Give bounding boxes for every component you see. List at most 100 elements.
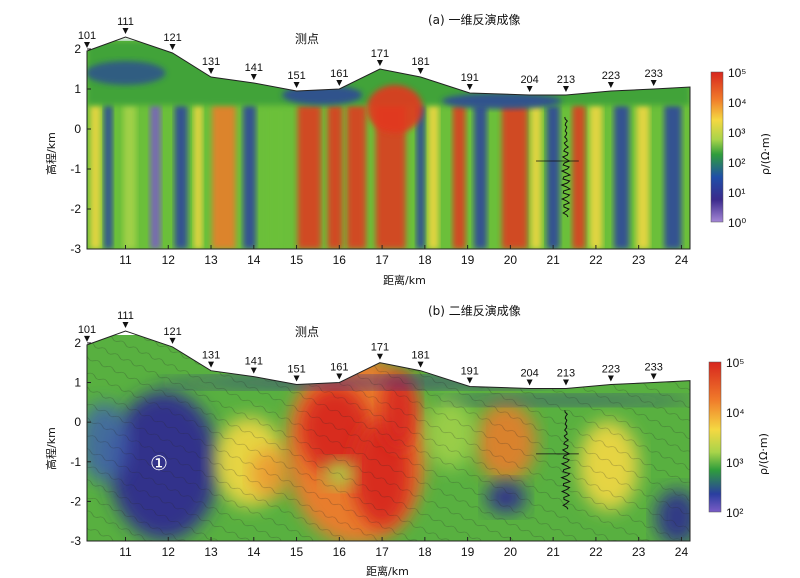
panel-b-stations: 101 111 121 131 141 151 161 171 181 191 204 213 223 2… (78, 310, 663, 386)
resistivity-band (346, 105, 367, 249)
x-tick-label: 15 (290, 253, 304, 267)
station-label: 204 (520, 367, 538, 379)
station-marker (84, 335, 90, 342)
station-label: 191 (461, 366, 479, 378)
station-marker (336, 373, 343, 380)
x-tick-label: 19 (461, 253, 475, 267)
x-tick-label: 13 (204, 253, 218, 267)
y-tick-label: 1 (74, 82, 81, 96)
station-marker (526, 379, 533, 386)
contour-overlay (87, 335, 690, 541)
resistivity-band (174, 105, 188, 249)
station-label: 161 (330, 68, 348, 80)
x-tick-label: 18 (418, 253, 432, 267)
x-tick-label: 16 (333, 545, 347, 559)
y-tick-label: 1 (74, 376, 81, 390)
x-tick-label: 19 (461, 545, 475, 559)
resistivity-band (90, 105, 101, 249)
panel-b-y-axis: 2 1 0 -1 -2 -3 (70, 336, 91, 548)
panel-b-frame (86, 330, 691, 542)
panel-b-title: (b) 二维反演成像 (428, 303, 521, 318)
panel-a-ylabel: 高程/km (44, 132, 58, 175)
x-tick-label: 17 (375, 253, 389, 267)
x-tick-label: 22 (589, 253, 603, 267)
resistivity-band (428, 105, 439, 249)
panel-a-resistivity-image (87, 41, 690, 249)
resistivity-band (546, 105, 560, 249)
x-tick-label: 21 (546, 253, 560, 267)
station-label: 171 (371, 342, 389, 354)
panel-a-y-axis: 2 1 0 -1 -2 -3 (70, 42, 91, 256)
panel-b-colorbar-ticks: 10⁵ 10⁴ 10³ 10² (726, 356, 745, 520)
station-marker (336, 80, 343, 86)
resistivity-blob (87, 61, 166, 85)
colorbar-tick-label: 10⁰ (728, 216, 746, 230)
station-marker (607, 375, 614, 382)
resistivity-band (416, 105, 425, 249)
station-marker (122, 322, 129, 329)
y-tick-label: -1 (70, 455, 81, 469)
station-label: 151 (287, 364, 305, 376)
station-marker (208, 68, 215, 74)
colorbar-tick-label: 10² (728, 156, 745, 170)
panel-b-annotation-1: ① (150, 451, 168, 475)
station-label: 111 (117, 16, 134, 28)
x-tick-label: 15 (290, 545, 304, 559)
y-tick-label: -2 (70, 494, 81, 508)
resistivity-blob (282, 85, 363, 105)
colorbar-tick-label: 10⁵ (726, 356, 744, 370)
x-tick-label: 14 (247, 253, 261, 267)
station-label: 223 (602, 364, 620, 376)
station-marker (526, 86, 533, 92)
resistivity-band (614, 105, 630, 249)
station-label: 213 (557, 367, 575, 379)
panel-a-colorbar-ticks: 10⁵ 10⁴ 10³ 10² 10¹ 10⁰ (728, 66, 747, 230)
resistivity-band (636, 105, 650, 249)
resistivity-band (327, 105, 343, 249)
resistivity-band (664, 105, 682, 249)
x-tick-label: 16 (333, 253, 347, 267)
station-label: 141 (245, 356, 263, 368)
resistivity-band (452, 105, 466, 249)
station-marker (466, 377, 473, 384)
well-log-curve (560, 116, 572, 218)
station-label: 204 (520, 74, 538, 86)
y-tick-label: -2 (70, 202, 81, 216)
panel-a-x-axis: 11 12 13 14 15 16 17 18 19 20 21 22 23 24 (119, 245, 688, 267)
colorbar-tick-label: 10¹ (728, 186, 745, 200)
y-tick-label: 2 (74, 42, 81, 56)
y-tick-label: -3 (70, 534, 81, 548)
y-tick-label: -3 (70, 242, 81, 256)
resistivity-band (193, 105, 203, 249)
colorbar-tick-label: 10² (726, 506, 743, 520)
station-marker (84, 42, 90, 48)
x-tick-label: 11 (119, 253, 132, 267)
panel-b-x-axis: 11 12 13 14 15 16 17 18 19 20 21 22 23 24 (119, 537, 688, 559)
station-label: 151 (287, 70, 305, 82)
station-marker (650, 373, 657, 380)
panel-b-colorbar-label: ρ/(Ω·m) (757, 433, 770, 475)
station-label: 131 (202, 56, 220, 68)
resistivity-band (104, 105, 113, 249)
resistivity-band (530, 105, 542, 249)
station-marker (250, 74, 257, 80)
panel-b-ylabel: 高程/km (44, 427, 58, 470)
x-tick-label: 24 (675, 253, 689, 267)
station-label: 213 (557, 74, 575, 86)
station-marker (417, 361, 424, 368)
panel-a-title: (a) 一维反演成像 (428, 12, 521, 27)
station-label: 161 (330, 362, 348, 374)
panel-b-station-title: 测点 (295, 325, 319, 339)
well-log-curve (560, 410, 572, 510)
resistivity-band (501, 105, 528, 249)
colorbar-tick-label: 10³ (726, 456, 743, 470)
station-marker (169, 44, 176, 50)
colorbar-tick-label: 10⁵ (728, 66, 746, 80)
station-label: 191 (461, 72, 479, 84)
station-label: 233 (644, 362, 662, 374)
colorbar-tick-label: 10⁴ (728, 96, 747, 110)
station-marker (562, 86, 569, 92)
x-tick-label: 18 (418, 545, 432, 559)
panel-a-xlabel: 距离/km (383, 273, 426, 287)
